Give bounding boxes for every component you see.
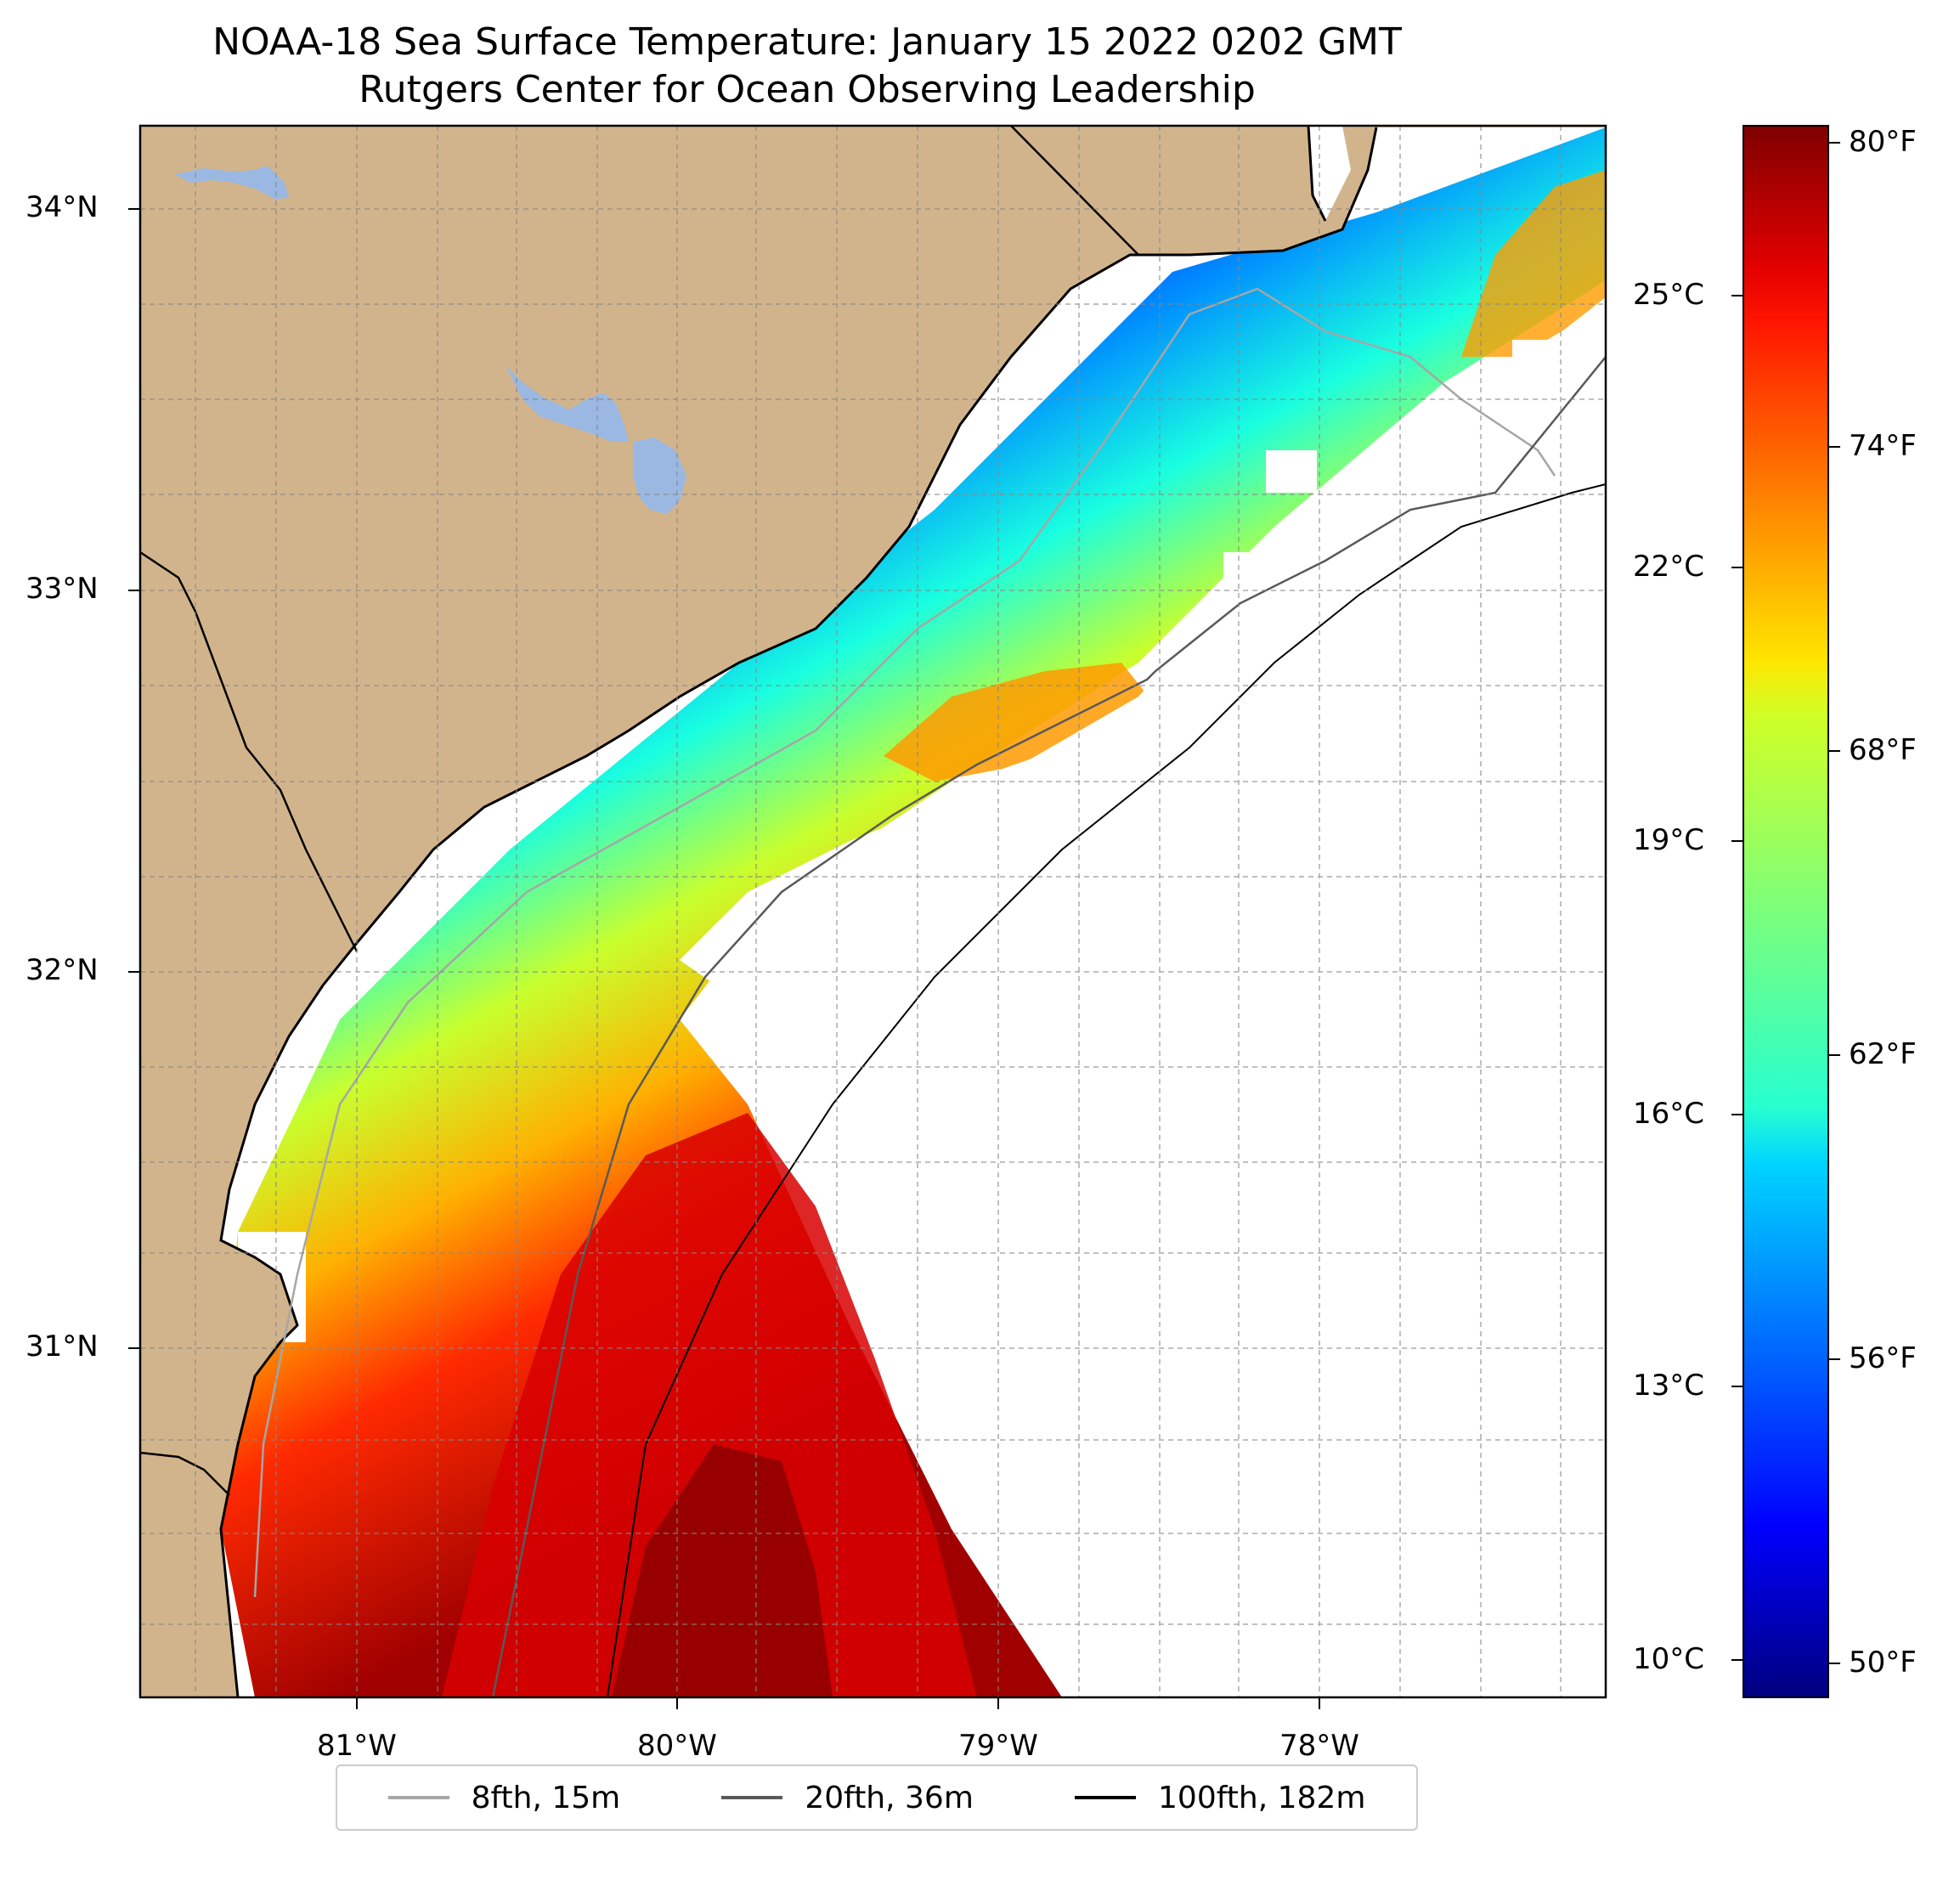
gridlines: [140, 126, 1606, 1697]
legend-label-182m: 100fth, 182m: [1158, 1780, 1366, 1815]
colorbar-label-74f: 74°F: [1849, 429, 1917, 463]
cloud-gap: [680, 306, 1606, 1325]
sst-warm-patch-ne: [1461, 170, 1606, 357]
lake: [174, 166, 289, 200]
colorbar-label-13c: 13°C: [1633, 1369, 1705, 1403]
legend-line-15m: [387, 1796, 449, 1799]
lat-label-31n: 31°N: [25, 1330, 99, 1363]
cloud-gap: [1512, 340, 1563, 391]
chart-title: NOAA-18 Sea Surface Temperature: January…: [212, 20, 1402, 64]
colorbar-label-80f: 80°F: [1849, 125, 1917, 159]
colorbar: [1743, 125, 1829, 1698]
colorbar-label-25c: 25°C: [1633, 278, 1705, 312]
chart-subtitle: Rutgers Center for Ocean Observing Leade…: [359, 68, 1256, 111]
colorbar-label-16c: 16°C: [1633, 1097, 1705, 1131]
lon-label-80w: 80°W: [637, 1729, 717, 1763]
isobath-legend: 8fth, 15m 20fth, 36m 100fth, 182m: [336, 1764, 1418, 1831]
colorbar-label-19c: 19°C: [1633, 823, 1705, 857]
colorbar-label-50f: 50°F: [1849, 1646, 1917, 1680]
sst-warm-patch-north: [884, 663, 1155, 782]
legend-item-15m: 8fth, 15m: [387, 1780, 621, 1815]
lon-label-79w: 79°W: [958, 1729, 1038, 1763]
lat-label-34n: 34°N: [25, 190, 99, 224]
legend-line-182m: [1075, 1796, 1137, 1799]
isobath-182m: [607, 483, 1606, 1697]
legend-item-182m: 100fth, 182m: [1075, 1781, 1365, 1815]
lon-label-78w: 78°W: [1279, 1729, 1359, 1763]
legend-label-36m: 20fth, 36m: [805, 1780, 974, 1815]
lake: [506, 365, 629, 442]
legend-item-36m: 20fth, 36m: [721, 1781, 974, 1815]
isobath-36m: [491, 356, 1606, 1697]
cloud-gap: [1223, 552, 1300, 603]
state-border: [140, 126, 1139, 1496]
colorbar-ticks: [1731, 142, 1840, 1664]
legend-line-36m: [721, 1796, 783, 1799]
map-frame: [138, 124, 1607, 1699]
colorbar-label-10c: 10°C: [1633, 1642, 1705, 1676]
lon-label-81w: 81°W: [317, 1729, 397, 1763]
lat-label-32n: 32°N: [25, 953, 99, 987]
land-mass: [140, 126, 1606, 1697]
sst-warm-core: [442, 1113, 977, 1697]
colorbar-label-68f: 68°F: [1849, 733, 1917, 767]
cloud-gap: [1053, 1019, 1606, 1697]
colorbar-label-56f: 56°F: [1849, 1341, 1917, 1375]
colorbar-label-22c: 22°C: [1633, 550, 1705, 584]
axis-ticks: [128, 208, 1320, 1709]
legend-label-15m: 8fth, 15m: [471, 1780, 621, 1815]
sst-hot-core: [612, 1444, 833, 1697]
colorbar-label-62f: 62°F: [1849, 1037, 1917, 1071]
cloud-gap: [1266, 450, 1317, 493]
lat-label-33n: 33°N: [25, 572, 99, 606]
isobath-15m: [253, 287, 1556, 1598]
